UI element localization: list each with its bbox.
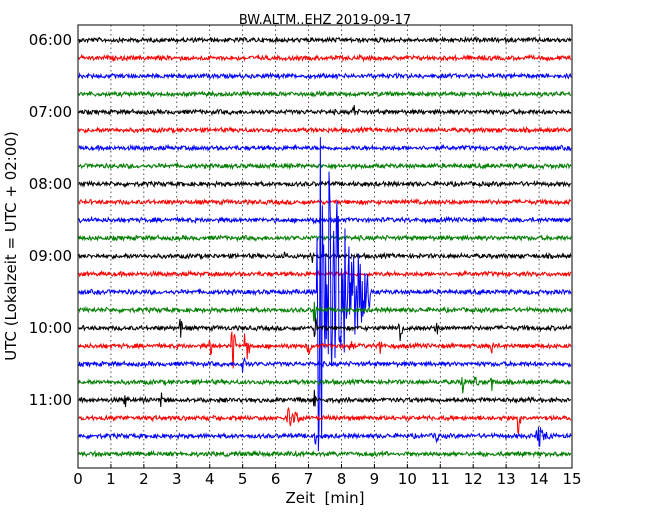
y-tick-label: 09:00	[29, 247, 72, 265]
y-tick-label: 07:00	[29, 103, 72, 121]
seismic-trace	[78, 406, 572, 435]
seismic-trace	[78, 143, 572, 152]
seismic-trace	[78, 233, 572, 243]
seismic-trace	[78, 71, 572, 81]
seismic-trace	[78, 317, 572, 342]
seismic-trace	[78, 389, 572, 408]
plot-frame	[77, 24, 573, 469]
seismic-trace	[78, 89, 572, 99]
x-tick-label: 10	[398, 470, 417, 488]
x-tick-label: 4	[205, 470, 215, 488]
x-tick-label: 0	[73, 470, 83, 488]
x-tick-label: 11	[431, 470, 450, 488]
seismic-trace	[78, 161, 572, 171]
x-axis-label: Zeit [min]	[285, 489, 364, 507]
seismic-trace	[78, 427, 572, 447]
x-axis-ticks: 0 1 2 3 4 5 6 7 8 9 10 11 12 13 14 15	[73, 464, 582, 488]
x-tick-label: 5	[238, 470, 248, 488]
seismic-trace	[78, 197, 572, 207]
seismic-trace	[78, 269, 572, 278]
seismic-trace	[78, 35, 572, 45]
seismic-traces	[78, 35, 572, 459]
seismic-trace	[78, 179, 572, 189]
x-tick-label: 14	[530, 470, 549, 488]
y-axis-ticks: 06:00 07:00 08:00 09:00 10:00 11:00	[29, 31, 82, 409]
seismic-trace	[78, 331, 572, 369]
seismic-trace	[78, 53, 572, 63]
y-tick-label: 08:00	[29, 175, 72, 193]
x-tick-label: 6	[271, 470, 281, 488]
y-tick-label: 06:00	[29, 31, 72, 49]
x-tick-label: 12	[464, 470, 483, 488]
seismic-trace	[78, 449, 572, 459]
seismic-trace	[78, 137, 572, 452]
x-tick-label: 1	[106, 470, 116, 488]
y-tick-label: 10:00	[29, 319, 72, 337]
x-tick-label: 9	[370, 470, 380, 488]
seismic-trace	[78, 376, 572, 394]
seismic-trace	[78, 215, 572, 226]
y-tick-label: 11:00	[29, 391, 72, 409]
seismic-trace	[78, 251, 572, 263]
x-tick-label: 7	[304, 470, 314, 488]
seismic-trace	[78, 105, 572, 117]
y-axis-label: UTC (Lokalzeit = UTC + 02:00)	[2, 131, 20, 361]
x-tick-label: 3	[172, 470, 182, 488]
x-tick-label: 8	[337, 470, 347, 488]
seismic-trace	[78, 125, 572, 135]
x-tick-label: 2	[139, 470, 149, 488]
seismic-trace	[78, 356, 572, 373]
x-tick-label: 15	[562, 470, 581, 488]
x-tick-label: 13	[497, 470, 516, 488]
seismic-trace	[78, 301, 572, 323]
chart-title: BW.ALTM..EHZ 2019-09-17	[239, 13, 411, 28]
